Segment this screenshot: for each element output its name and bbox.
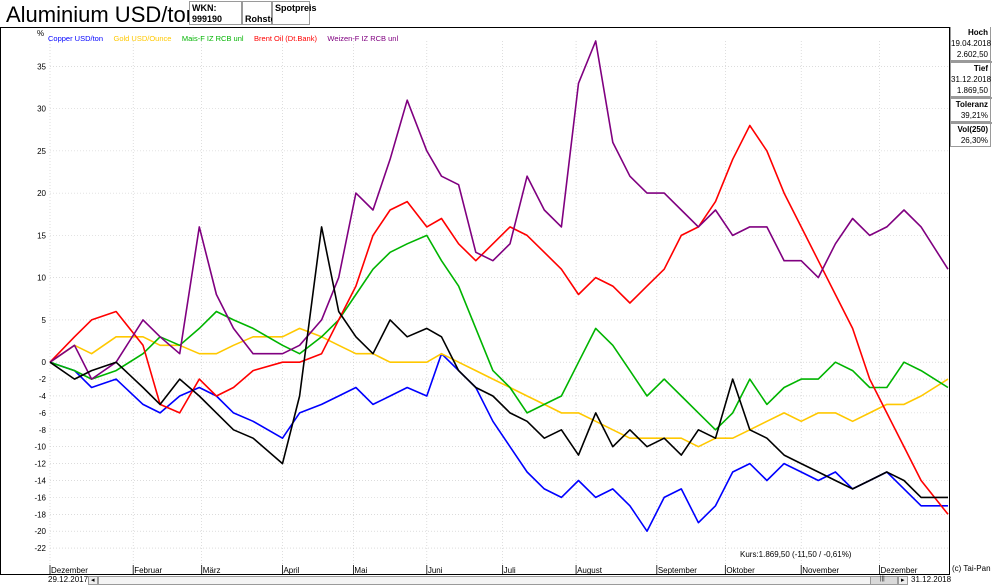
category-label: Rohstoff [245,14,282,24]
x-tick-label: November [802,566,839,575]
x-tick-label: August [577,566,603,575]
x-tick-label: Juli [504,566,516,575]
legend-item[interactable]: Gold USD/Ounce [113,34,172,43]
y-tick-label: -22 [34,544,46,553]
legend-item[interactable]: Copper USD/ton [48,34,104,43]
series-line-copper-usd-ton [49,352,948,533]
y-tick-label: 10 [37,274,46,283]
chevron-right-icon: ▸ [901,577,905,584]
x-tick-label: Juni [428,566,443,575]
series-line-weizen-f-iz-rcb-unl [49,40,949,380]
y-tick-label: -10 [34,443,46,452]
tolerance-block: Toleranz 39,21% [950,99,991,122]
high-block: Hoch 19.04.2018 2.602,50 [950,27,991,61]
y-tick-label: -8 [39,426,47,435]
series-line-gold-usd-ounce [49,327,949,448]
series-line-aluminium-usd-ton [49,226,948,499]
y-tick-label: -20 [34,527,46,536]
stats-panel: Hoch 19.04.2018 2.602,50 Tief 31.12.2018… [950,27,992,147]
x-axis-months: Dezember Februar März April Mai Juni Juli Augus… [49,565,918,575]
scroll-left-button[interactable]: ◂ [88,576,98,585]
y-tick-label: -12 [34,460,46,469]
time-scrollbar: 29.12.2017 ◂ ||| ▸ 31.12.2018 [0,575,992,587]
x-tick-label: Oktober [726,566,755,575]
price-type-label: Spotpreis [275,3,317,13]
y-tick-label: -6 [39,409,47,418]
chart-title: Aluminium USD/ton [6,2,198,27]
x-tick-label: März [203,566,221,575]
wkn-label: WKN: 999190 [192,3,223,24]
y-axis-ticks: 35 30 25 20 15 10 5 0 -2 -4 -6 -8 -10 -12 -14 -16 -18 -20… [34,62,46,553]
grip-icon: ||| [880,576,885,582]
scroll-thumb[interactable]: ||| [870,576,898,585]
low-date: 31.12.2018 [951,75,992,84]
price-type-box: Spotpreis [272,1,317,25]
x-tick-label: Dezember [880,566,917,575]
y-tick-label: 0 [42,358,47,367]
legend: Copper USD/ton Gold USD/Ounce Mais-F IZ … [48,28,398,46]
wkn-box: WKN: 999190 [189,1,242,25]
y-tick-label: -4 [39,392,47,401]
low-block: Tief 31.12.2018 1.869,50 [950,63,991,97]
category-box: Rohstoff [242,1,282,25]
volatility-label: Vol(250) [957,125,988,134]
y-tick-label: -16 [34,493,46,502]
tolerance-label: Toleranz [955,100,988,109]
y-tick-label: 20 [37,189,46,198]
line-chart: 35 30 25 20 15 10 5 0 -2 -4 -6 -8 -10 -12 -14 -16 -18 -20… [34,29,949,575]
legend-item[interactable]: Brent Oil (Dt.Bank) [254,34,317,43]
series-lines [49,40,949,533]
x-tick-label: Dezember [51,566,88,575]
grid [49,41,948,565]
y-tick-label: 30 [37,105,46,114]
high-date: 19.04.2018 [951,39,992,48]
divider [950,122,992,124]
scroll-track[interactable] [98,576,898,585]
divider [950,97,992,99]
y-tick-label: 35 [37,62,46,71]
x-tick-label: September [658,566,697,575]
tolerance-value: 39,21% [960,111,988,120]
divider [950,61,992,63]
y-tick-label: -14 [34,476,46,485]
y-axis-unit-label: % [37,29,44,38]
series-line-mais-f-iz-rcb-unl [49,234,949,431]
start-date: 29.12.2017 [48,575,89,584]
plot-frame [0,27,950,575]
y-tick-label: -2 [39,375,47,384]
x-tick-label: Februar [134,566,162,575]
legend-item[interactable]: Weizen-F IZ RCB unl [327,34,399,43]
legend-item[interactable]: Mais-F IZ RCB unl [181,34,244,43]
x-tick-label: Mai [354,566,367,575]
series-line-brent-oil-dt-bank- [49,124,949,515]
volatility-value: 26,30% [960,136,988,145]
high-value: 2.602,50 [956,50,988,59]
chevron-left-icon: ◂ [91,577,95,584]
x-tick-label: April [283,566,299,575]
low-label: Tief [973,64,988,73]
y-tick-label: -18 [34,510,46,519]
end-date: 31.12.2018 [911,575,952,584]
low-value: 1.869,50 [956,86,988,95]
volatility-block: Vol(250) 26,30% [950,124,991,147]
y-tick-label: 5 [42,316,47,325]
copyright-label: (c) Tai-Pan [952,564,991,573]
y-tick-label: 25 [37,147,46,156]
high-label: Hoch [968,28,988,37]
scroll-right-button[interactable]: ▸ [898,576,908,585]
current-quote: Kurs:1.869,50 (-11,50 / -0,61%) [740,550,852,559]
y-tick-label: 15 [37,231,46,240]
